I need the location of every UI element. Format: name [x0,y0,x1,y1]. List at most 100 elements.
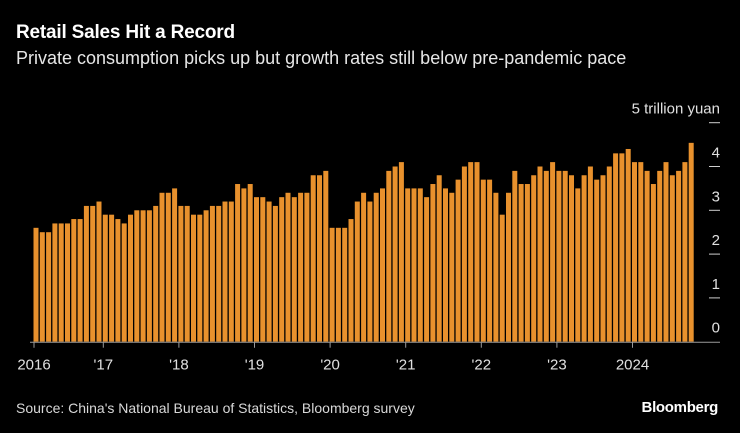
bar [279,197,285,342]
bar [197,214,203,342]
bar [392,166,398,342]
bar [317,175,322,342]
bar [499,214,505,342]
bar [109,214,115,342]
bar [461,166,467,342]
bar [474,162,480,342]
bar [354,201,360,342]
bar [644,170,650,342]
bar [449,192,455,342]
bar [140,210,146,342]
bar [543,170,549,342]
bar [52,223,58,342]
bar [625,148,631,342]
bar [228,201,234,342]
bar [575,188,581,342]
bar [39,232,45,342]
bar [688,142,694,342]
bar [203,210,209,342]
bar [556,170,562,342]
bar [285,192,291,342]
bar [537,166,543,342]
y-tick-label: 0 [712,320,720,337]
bar [455,179,461,342]
x-tick-label: '21 [396,357,416,374]
bar [58,223,64,342]
bar [134,210,140,342]
bar [443,188,448,342]
bar [77,219,83,342]
bar [587,166,593,342]
bar [669,175,675,342]
y-tick-label: 3 [712,188,720,205]
bar [235,184,241,342]
bar [524,184,530,342]
bar [348,219,354,342]
chart-title: Retail Sales Hit a Record [16,22,235,43]
bar [241,188,247,342]
y-tick-label: 2 [712,232,720,249]
bar [581,175,587,342]
bars-group [33,142,694,342]
bar [165,192,171,342]
bar [254,197,259,342]
bar [184,205,190,342]
bar [247,184,253,342]
bar [417,188,423,342]
y-tick-label: 5 trillion yuan [632,101,720,118]
bar [512,170,518,342]
bar [398,162,404,342]
bar [550,162,556,342]
bar [405,188,411,342]
bar [153,205,159,342]
bar [172,188,178,342]
bar [569,175,574,342]
bar [518,184,524,342]
bar [468,162,474,342]
bar [191,214,196,342]
bar [329,227,335,342]
bar [650,184,656,342]
bar [493,192,499,342]
bar [361,192,367,342]
bar [335,227,341,342]
bar [682,162,688,342]
bloomberg-logo: Bloomberg [641,399,719,416]
bar [304,192,310,342]
bar [146,210,152,342]
bar [480,179,486,342]
bar [380,188,385,342]
bar [411,188,417,342]
bar [272,205,278,342]
bar [600,175,606,342]
bar [90,205,96,342]
bar [310,175,316,342]
y-axis: 0 1 2 3 4 5 trillion yuan [632,101,720,337]
bar [222,201,228,342]
x-tick-label: 2024 [616,357,649,374]
bar [386,170,392,342]
bar [178,205,184,342]
bar [33,227,39,342]
bar [606,166,612,342]
x-tick-label: '19 [245,357,265,374]
bar [83,205,89,342]
bar [216,205,222,342]
bar [266,201,272,342]
bar [367,201,373,342]
bar [128,214,133,342]
chart-subtitle: Private consumption picks up but growth … [16,48,627,68]
x-tick-label: '18 [169,357,189,374]
bar [102,214,108,342]
bar [342,227,348,342]
bar [96,201,102,342]
bar [613,153,619,342]
bar [46,232,52,342]
bar [323,170,329,342]
bar [71,219,77,342]
bar [657,170,663,342]
x-tick-label: '22 [472,357,492,374]
bar [159,192,165,342]
y-tick-label: 4 [712,145,720,162]
